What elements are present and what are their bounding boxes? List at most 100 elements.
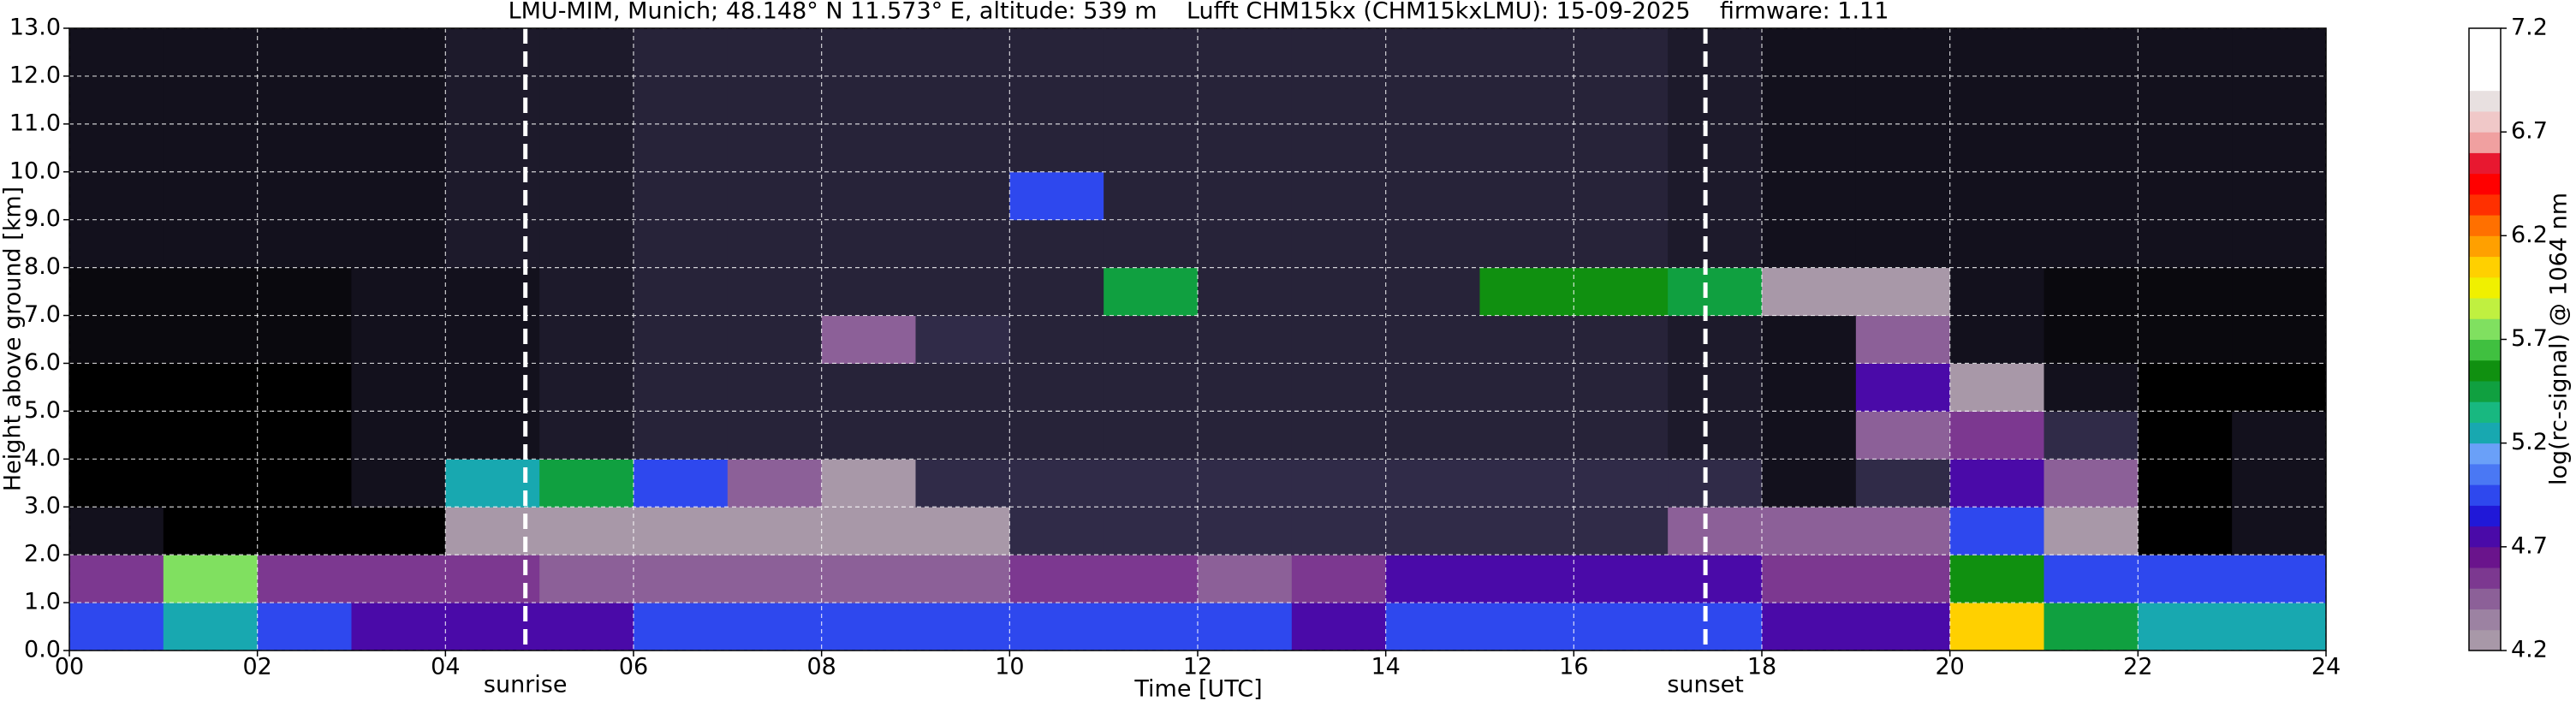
heatmap-cell	[1949, 507, 2044, 556]
heatmap-cell	[1198, 219, 1293, 269]
colorbar-segment	[2469, 609, 2501, 631]
y-tick-label: 11.0	[9, 110, 61, 136]
heatmap-cell	[1009, 507, 1104, 556]
heatmap-cell	[351, 363, 446, 412]
heatmap-cell	[1668, 123, 1763, 173]
heatmap-cell	[1949, 28, 2044, 77]
heatmap-cell	[821, 411, 916, 460]
heatmap-cell	[1949, 75, 2044, 125]
heatmap-cell	[2138, 555, 2233, 603]
heatmap-cell	[915, 603, 1010, 651]
heatmap-cell	[539, 507, 634, 556]
heatmap-cell	[2044, 315, 2139, 364]
heatmap-cell	[2044, 459, 2139, 508]
heatmap-cell	[1574, 555, 1669, 603]
heatmap-cell	[2232, 411, 2327, 460]
heatmap-cell	[1855, 219, 1951, 269]
colorbar-segment	[2469, 629, 2501, 651]
chart-title: LMU-MIM, Munich; 48.148° N 11.573° E, al…	[509, 0, 1889, 25]
heatmap-cell	[634, 507, 729, 556]
heatmap-cell	[163, 411, 259, 460]
colorbar-segment	[2469, 193, 2501, 216]
x-tick-label: 08	[806, 654, 836, 680]
colorbar-segment	[2469, 422, 2501, 444]
heatmap-cell	[1291, 315, 1387, 364]
heatmap-cell	[1479, 28, 1574, 77]
heatmap-cell	[257, 603, 352, 651]
heatmap-cell	[2044, 267, 2139, 317]
heatmap-cell	[1668, 459, 1763, 508]
heatmap-cell	[257, 75, 352, 125]
x-tick-label: 10	[995, 654, 1024, 680]
heatmap-cell	[1385, 603, 1480, 651]
heatmap-cell	[539, 603, 634, 651]
x-tick-label: 16	[1559, 654, 1588, 680]
heatmap-cell	[727, 507, 823, 556]
heatmap-cell	[351, 459, 446, 508]
heatmap-cell	[1574, 411, 1669, 460]
heatmap-cell	[1385, 459, 1480, 508]
colorbar-label: log(rc-signal) @ 1064 nm	[2546, 193, 2573, 485]
heatmap-cell	[1291, 75, 1387, 125]
heatmap-cell	[1198, 123, 1293, 173]
heatmap-cell	[2232, 555, 2327, 603]
colorbar-segment	[2469, 235, 2501, 258]
heatmap-cell	[351, 315, 446, 364]
heatmap-cell	[69, 555, 164, 603]
colorbar-segment	[2469, 90, 2501, 112]
heatmap-cell	[257, 459, 352, 508]
colorbar-segment	[2469, 546, 2501, 568]
heatmap-cell	[351, 28, 446, 77]
heatmap-cell	[539, 363, 634, 412]
heatmap-cell	[539, 315, 634, 364]
colorbar-segment	[2469, 256, 2501, 278]
heatmap-cell	[2044, 28, 2139, 77]
heatmap-cell	[1198, 75, 1293, 125]
heatmap-cell	[915, 363, 1010, 412]
heatmap-cell	[1762, 363, 1857, 412]
heatmap-cell	[1574, 219, 1669, 269]
heatmap-cell	[634, 75, 729, 125]
heatmap-cell	[1385, 315, 1480, 364]
colorbar-segment	[2469, 588, 2501, 610]
y-tick-label: 0.0	[24, 637, 61, 663]
colorbar-segment	[2469, 276, 2501, 299]
heatmap-cell	[69, 171, 164, 221]
heatmap-cell	[727, 267, 823, 317]
heatmap-cell	[1104, 315, 1199, 364]
colorbar-segment	[2469, 526, 2501, 548]
heatmap-cell	[1855, 123, 1951, 173]
x-tick-label: 06	[619, 654, 648, 680]
heatmap-cell	[1949, 123, 2044, 173]
colorbar-tick-label: 7.2	[2511, 15, 2548, 41]
heatmap-cell	[634, 267, 729, 317]
heatmap-cell	[1009, 171, 1104, 221]
y-tick-label: 13.0	[9, 15, 61, 41]
heatmap-cell	[351, 171, 446, 221]
heatmap-cell	[1762, 411, 1857, 460]
heatmap-cell	[915, 28, 1010, 77]
heatmap-cell	[1762, 28, 1857, 77]
colorbar-segment	[2469, 173, 2501, 195]
heatmap-cell	[821, 315, 916, 364]
heatmap-cell	[821, 75, 916, 125]
heatmap-cell	[1762, 603, 1857, 651]
heatmap-cell	[2044, 219, 2139, 269]
heatmap-cell	[1479, 363, 1574, 412]
heatmap-cell	[1009, 459, 1104, 508]
heatmap-cell	[539, 459, 634, 508]
heatmap-cell	[69, 459, 164, 508]
heatmap-cell	[1949, 267, 2044, 317]
colorbar-tick-label: 4.2	[2511, 637, 2548, 663]
heatmap-cell	[257, 267, 352, 317]
heatmap-cell	[1385, 75, 1480, 125]
y-tick-label: 4.0	[24, 445, 61, 472]
heatmap-cell	[1385, 219, 1480, 269]
heatmap-cell	[634, 219, 729, 269]
heatmap-cell	[351, 555, 446, 603]
heatmap-cell	[2232, 603, 2327, 651]
heatmap-cell	[1104, 28, 1199, 77]
heatmap-cell	[351, 507, 446, 556]
heatmap-cell	[1668, 171, 1763, 221]
